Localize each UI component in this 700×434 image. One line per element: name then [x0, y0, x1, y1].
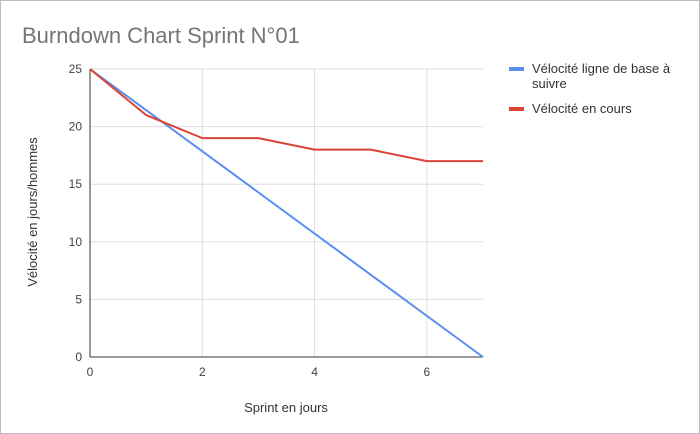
legend: Vélocité ligne de base à suivre Vélocité e…: [509, 61, 671, 116]
legend-label-1: Vélocité ligne de base à suivre: [532, 61, 671, 91]
y-tick-label: 5: [75, 292, 82, 306]
series-line-2: [89, 68, 483, 163]
axes: [89, 69, 483, 358]
y-tick-label: 15: [69, 177, 83, 191]
y-tick-label: 25: [69, 62, 83, 76]
legend-label-line: Vélocité en cours: [532, 101, 632, 116]
chart-title: Burndown Chart Sprint N°01: [22, 23, 300, 48]
legend-label-line: Vélocité ligne de base à: [532, 61, 671, 76]
x-tick-label: 4: [311, 365, 318, 379]
y-tick-label: 10: [69, 235, 83, 249]
x-tick-label: 6: [424, 365, 431, 379]
series-lines: [89, 68, 484, 358]
series-line-1: [89, 68, 484, 358]
x-tick-label: 0: [87, 365, 94, 379]
y-axis-label: Vélocité en jours/hommes: [25, 137, 40, 287]
y-tick-label: 20: [69, 120, 83, 134]
x-tick-label: 2: [199, 365, 206, 379]
tick-labels: 0 5 10 15 20 25 0 2 4 6: [69, 62, 431, 379]
y-tick-label: 0: [75, 350, 82, 364]
grid-lines: [90, 68, 483, 357]
x-axis-label: Sprint en jours: [244, 400, 328, 415]
legend-label-2: Vélocité en cours: [532, 101, 632, 116]
legend-label-line: suivre: [532, 76, 567, 91]
